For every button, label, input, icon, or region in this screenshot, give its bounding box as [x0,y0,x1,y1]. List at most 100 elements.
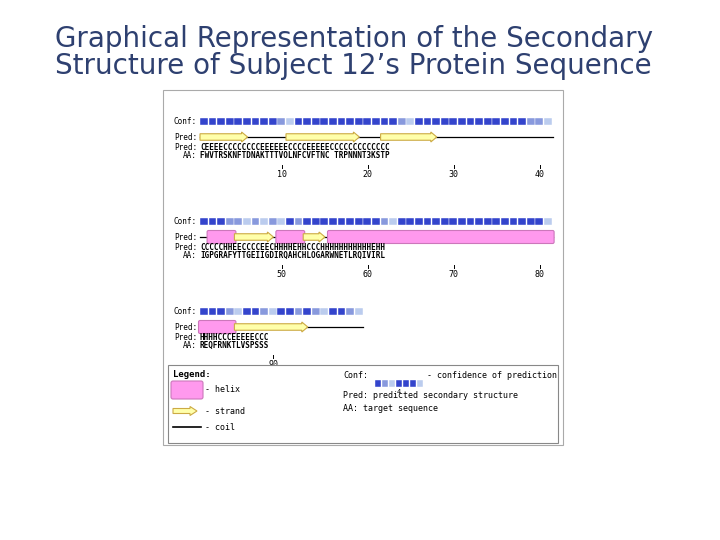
Bar [397,118,405,125]
Text: IGPGRAFYTTGEIIGDIRQAHCHLOGARWNETLRQIVIRL: IGPGRAFYTTGEIIGDIRQAHCHLOGARWNETLRQIVIRL [200,251,385,260]
Bar [441,118,449,125]
FancyArrow shape [235,322,308,332]
Bar [501,118,509,125]
Bar [235,218,242,225]
Text: 30: 30 [449,170,459,179]
Bar [294,218,302,225]
Bar [251,218,259,225]
FancyArrow shape [235,232,274,242]
FancyBboxPatch shape [328,231,554,244]
Text: Conf:: Conf: [174,307,197,316]
Bar [251,118,259,125]
Text: REQFRNKTLVSPSSS: REQFRNKTLVSPSSS [200,341,269,350]
FancyArrow shape [303,232,325,242]
Bar [209,218,217,225]
FancyArrow shape [173,407,197,415]
Bar [536,118,543,125]
Bar [277,218,285,225]
Bar [355,118,363,125]
Bar [355,307,363,315]
Bar [397,218,405,225]
Bar [415,218,423,225]
Bar [527,118,534,125]
Bar [163,90,563,445]
Bar [217,118,225,125]
Bar [168,365,558,443]
Text: AA:: AA: [183,341,197,350]
Bar [390,118,397,125]
Text: - strand: - strand [205,407,245,415]
Bar [200,218,208,225]
Bar [536,218,543,225]
Bar [303,307,311,315]
Bar [312,118,320,125]
Bar [329,307,337,315]
Bar [355,218,363,225]
Bar [518,118,526,125]
Bar [484,218,492,225]
Text: Graphical Representation of the Secondary: Graphical Representation of the Secondar… [55,25,653,53]
Text: Pred:: Pred: [174,233,197,241]
Text: 60: 60 [363,270,373,279]
Bar [294,118,302,125]
Bar [417,380,423,387]
FancyBboxPatch shape [171,381,203,399]
Bar [235,118,242,125]
Text: - confidence of prediction: - confidence of prediction [427,371,557,380]
Bar [277,118,285,125]
Bar [338,307,346,315]
Text: AA:: AA: [183,251,197,260]
Bar [226,118,233,125]
Text: Pred: predicted secondary structure: Pred: predicted secondary structure [343,391,518,400]
Bar [441,218,449,225]
Bar [364,218,372,225]
Bar [243,218,251,225]
FancyBboxPatch shape [207,231,236,244]
Bar [432,218,440,225]
Bar [286,118,294,125]
Bar [475,218,483,225]
FancyArrow shape [286,132,359,142]
Bar [467,118,474,125]
Text: Conf:: Conf: [174,217,197,226]
Bar [381,218,388,225]
Bar [346,118,354,125]
Text: Pred:: Pred: [174,143,197,152]
Bar [415,118,423,125]
Text: 50: 50 [276,270,287,279]
Bar [303,218,311,225]
Bar [544,118,552,125]
Bar [251,307,259,315]
Bar [209,307,217,315]
Bar [286,307,294,315]
Bar [484,118,492,125]
Bar [269,218,276,225]
Bar [410,380,416,387]
Bar [200,118,208,125]
Bar [364,118,372,125]
Bar [510,218,518,225]
Bar [338,118,346,125]
Text: 20: 20 [363,170,373,179]
Bar [527,218,534,225]
Bar [458,218,466,225]
Bar [389,380,395,387]
Bar [475,118,483,125]
Bar [320,307,328,315]
Text: Pred:: Pred: [174,322,197,332]
Bar [432,118,440,125]
Text: 70: 70 [449,270,459,279]
Bar [492,218,500,225]
Text: 10: 10 [276,170,287,179]
Text: CCCCCHHEECCCCEECHHHHEHHCCCHHHHHHHHHHHEHH: CCCCCHHEECCCCEECHHHHEHHCCCHHHHHHHHHHHEHH [200,243,385,252]
Bar [217,307,225,315]
Bar [372,218,380,225]
Bar [372,118,380,125]
Bar [423,118,431,125]
Bar [329,118,337,125]
Text: - helix: - helix [205,386,240,395]
FancyBboxPatch shape [199,321,236,334]
Bar [320,218,328,225]
Text: 40: 40 [535,170,545,179]
Bar [423,218,431,225]
